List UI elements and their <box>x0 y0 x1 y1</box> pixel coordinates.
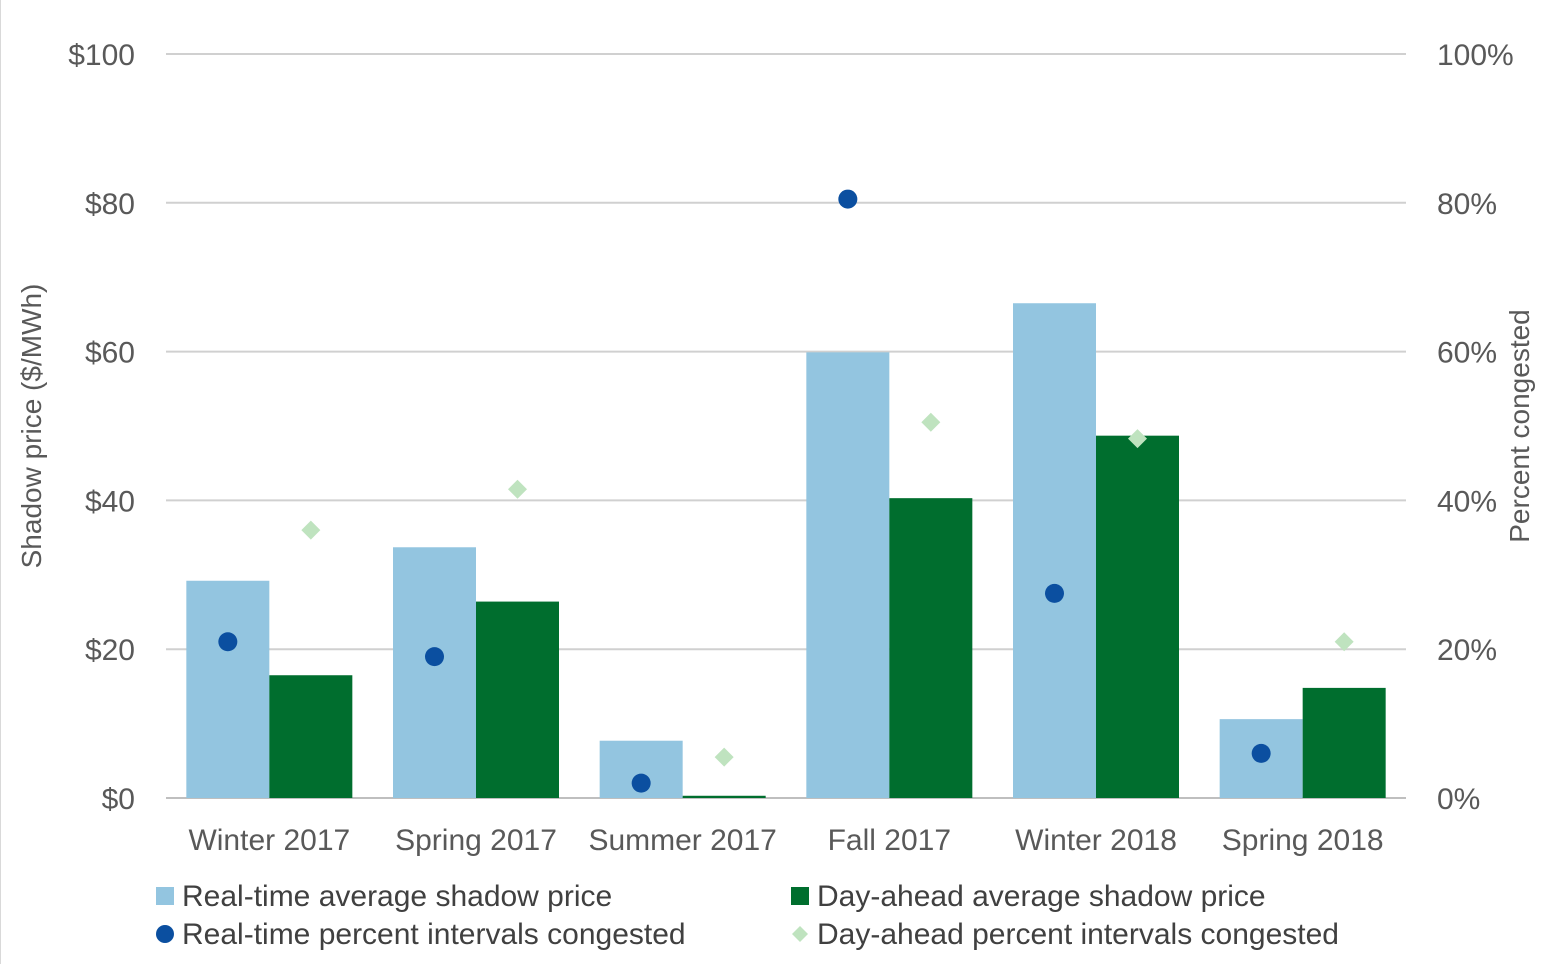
bar <box>682 795 766 798</box>
y2-tick-label: 60% <box>1437 337 1497 370</box>
bar <box>269 675 353 798</box>
y-tick-label: $80 <box>85 188 135 221</box>
y2-tick-label: 100% <box>1437 39 1514 72</box>
point <box>714 747 734 767</box>
y2-tick-label: 0% <box>1437 783 1480 816</box>
right-axis-ticks: 0% 20% 40% 60% 80% 100% <box>1437 39 1514 816</box>
point <box>921 412 941 432</box>
y2-axis-title: Percent congested <box>1504 309 1535 543</box>
y-axis-title: Shadow price ($/MWh) <box>16 284 47 569</box>
point <box>218 632 238 652</box>
legend-swatch <box>156 887 174 905</box>
y2-tick-label: 40% <box>1437 485 1497 518</box>
legend-swatch <box>156 925 174 943</box>
y2-tick-label: 80% <box>1437 188 1497 221</box>
point <box>1251 743 1271 763</box>
y-tick-label: $20 <box>85 634 135 667</box>
legend-label: Real-time percent intervals congested <box>182 918 686 951</box>
gridlines <box>166 53 1406 799</box>
legend: Real-time average shadow price Day-ahead … <box>156 880 1339 951</box>
legend-label: Day-ahead average shadow price <box>817 880 1266 913</box>
bar <box>806 352 890 798</box>
point <box>1128 429 1147 449</box>
bar <box>393 547 476 798</box>
bar <box>476 601 559 798</box>
bar <box>1013 303 1096 798</box>
y-tick-label: $60 <box>85 337 135 370</box>
y2-tick-label: 20% <box>1437 634 1497 667</box>
point <box>508 479 527 499</box>
point <box>1334 632 1354 652</box>
point <box>1045 583 1064 603</box>
legend-swatch <box>791 887 809 905</box>
point <box>631 773 651 793</box>
x-tick-label: Spring 2018 <box>1222 824 1384 857</box>
x-tick-label: Spring 2017 <box>395 824 557 857</box>
bar <box>186 580 270 798</box>
x-tick-label: Winter 2017 <box>188 824 350 857</box>
legend-swatch <box>792 926 808 942</box>
y-tick-label: $40 <box>85 485 135 518</box>
x-axis-ticks: Winter 2017 Spring 2017 Summer 2017 Fall 20… <box>188 824 1383 857</box>
legend-label: Day-ahead percent intervals congested <box>817 918 1339 951</box>
x-tick-label: Winter 2018 <box>1015 824 1177 857</box>
bar <box>1302 687 1386 798</box>
left-axis-ticks: $0 $20 $40 $60 $80 $100 <box>68 39 135 816</box>
point <box>838 189 858 209</box>
x-tick-label: Summer 2017 <box>588 824 776 857</box>
points <box>218 189 1354 793</box>
point <box>425 647 444 667</box>
point <box>301 520 321 540</box>
y-tick-label: $0 <box>102 783 135 816</box>
bar <box>1096 435 1179 798</box>
y-tick-label: $100 <box>68 39 135 72</box>
legend-label: Real-time average shadow price <box>182 880 612 913</box>
x-tick-label: Fall 2017 <box>828 824 951 857</box>
bar <box>889 498 973 798</box>
bars <box>186 303 1386 798</box>
